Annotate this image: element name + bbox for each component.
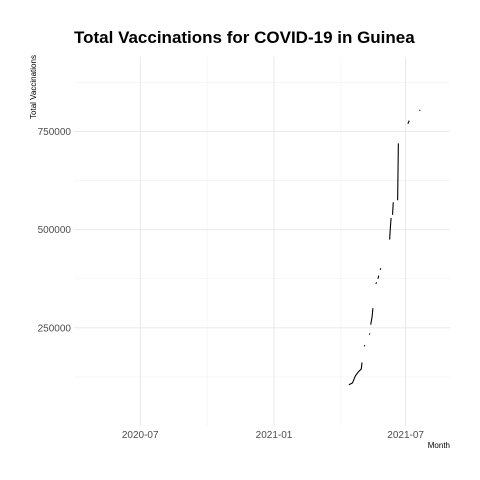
x-axis: 2020-07 2021-01 2021-07 (122, 430, 425, 441)
series-line-segment (379, 267, 382, 270)
series-line-segment (377, 275, 380, 279)
series-line-segment (348, 362, 363, 386)
x-axis-label: Month (428, 441, 450, 450)
series-layer (348, 109, 421, 386)
y-tick-label: 750000 (38, 127, 72, 138)
series-line-segment (368, 333, 371, 335)
series-line-segment (392, 202, 394, 215)
y-axis: 250000 500000 750000 (38, 127, 72, 334)
chart-title: Total Vaccinations for COVID-19 in Guine… (74, 28, 415, 47)
x-tick-label: 2020-07 (122, 430, 159, 441)
series-line-segment (363, 344, 366, 347)
y-axis-label: Total Vaccinations (29, 55, 38, 119)
x-tick-label: 2021-01 (256, 430, 293, 441)
series-line-segment (419, 109, 421, 112)
grid (74, 57, 450, 426)
series-line-segment (375, 282, 378, 285)
y-tick-label: 500000 (38, 225, 72, 236)
series-line-segment (370, 308, 374, 325)
series-line-segment (389, 217, 392, 240)
series-line-segment (397, 143, 399, 201)
x-tick-label: 2021-07 (387, 430, 424, 441)
y-tick-label: 250000 (38, 323, 72, 334)
series-line-segment (407, 120, 410, 124)
